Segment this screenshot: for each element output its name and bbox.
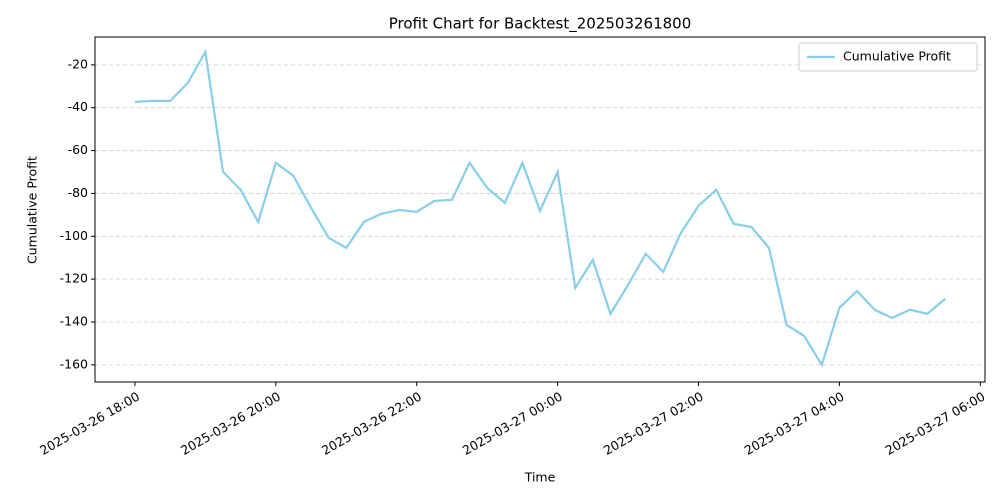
x-tick-label: 2025-03-27 06:00 bbox=[883, 389, 988, 458]
y-tick-label: -20 bbox=[68, 56, 88, 71]
x-tick-label: 2025-03-26 20:00 bbox=[178, 389, 283, 458]
x-tick-label: 2025-03-26 18:00 bbox=[37, 389, 142, 458]
x-tick-label: 2025-03-26 22:00 bbox=[319, 389, 424, 458]
y-tick-label: -160 bbox=[60, 356, 88, 371]
chart-title: Profit Chart for Backtest_202503261800 bbox=[389, 15, 692, 34]
y-tick-label: -120 bbox=[60, 271, 88, 286]
x-tick-label: 2025-03-27 00:00 bbox=[460, 389, 565, 458]
x-tick-label: 2025-03-27 04:00 bbox=[742, 389, 847, 458]
y-axis-label: Cumulative Profit bbox=[25, 156, 40, 264]
x-axis-label: Time bbox=[524, 470, 556, 485]
legend: Cumulative Profit bbox=[798, 42, 978, 72]
legend-box bbox=[798, 42, 978, 72]
x-tick-label: 2025-03-27 02:00 bbox=[601, 389, 706, 458]
y-tick-label: -80 bbox=[68, 185, 88, 200]
y-tick-label: -40 bbox=[68, 99, 88, 114]
line-series bbox=[134, 48, 946, 368]
y-tick-label: -140 bbox=[60, 314, 88, 329]
legend-label: Cumulative Profit bbox=[843, 49, 951, 64]
y-tick-label: -60 bbox=[68, 142, 88, 157]
plot-frame bbox=[94, 36, 986, 383]
y-tick-label: -100 bbox=[60, 228, 88, 243]
